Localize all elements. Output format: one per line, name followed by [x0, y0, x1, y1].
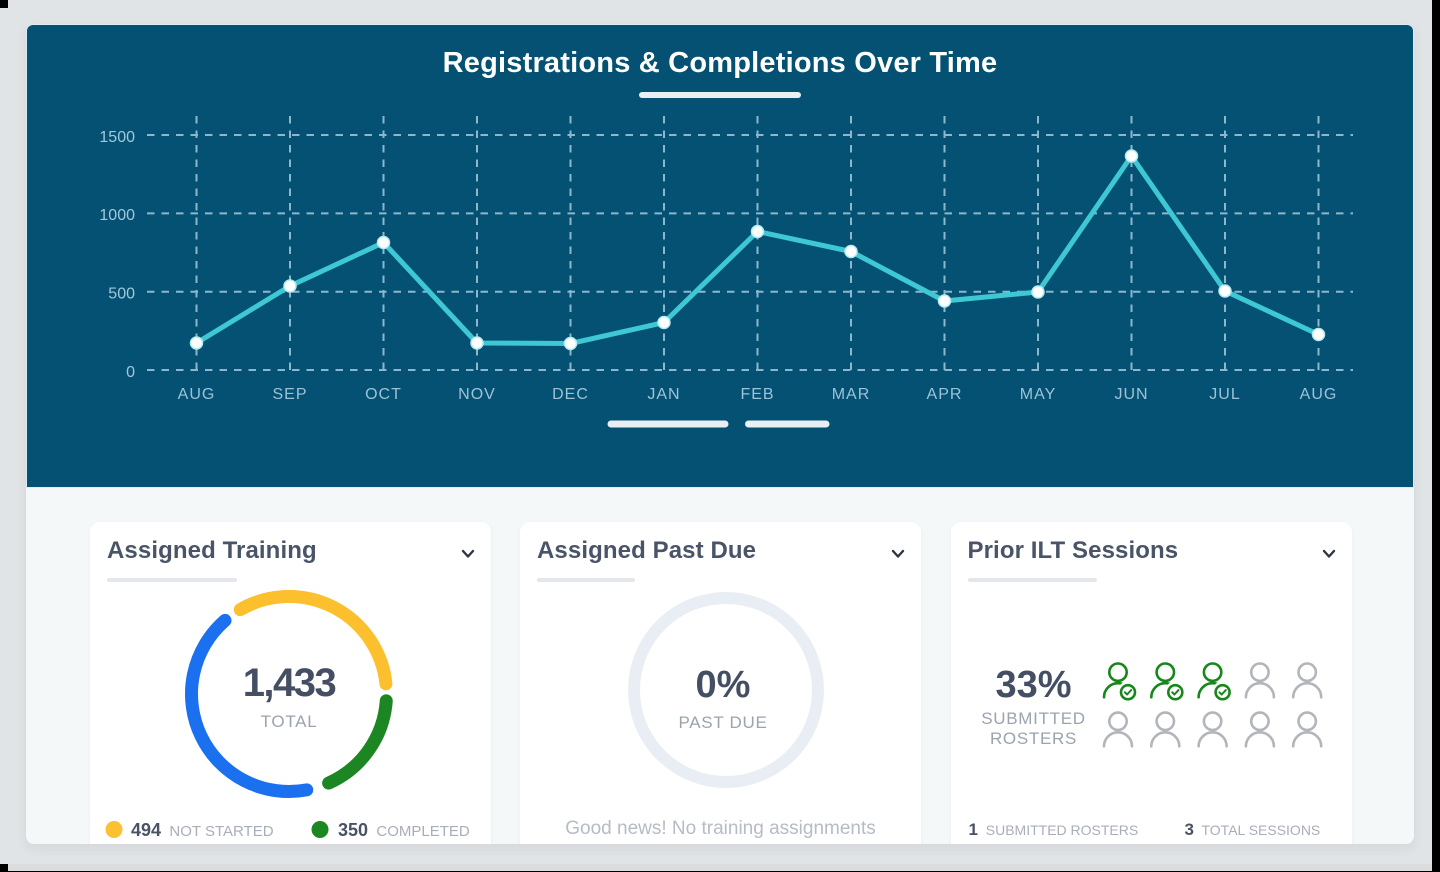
- svg-text:MAR: MAR: [832, 386, 871, 403]
- svg-text:MAY: MAY: [1020, 386, 1056, 403]
- svg-text:OCT: OCT: [365, 386, 402, 403]
- svg-text:AUG: AUG: [178, 386, 216, 403]
- svg-text:FEB: FEB: [740, 386, 774, 403]
- svg-text:JUL: JUL: [1209, 386, 1240, 403]
- svg-text:1500: 1500: [99, 129, 135, 146]
- svg-text:APR: APR: [927, 386, 963, 403]
- svg-text:AUG: AUG: [1300, 386, 1338, 403]
- svg-text:500: 500: [108, 286, 135, 303]
- svg-text:0: 0: [126, 364, 135, 381]
- svg-text:1000: 1000: [99, 207, 135, 224]
- svg-text:DEC: DEC: [552, 386, 589, 403]
- svg-text:JAN: JAN: [647, 386, 680, 403]
- svg-text:NOV: NOV: [458, 386, 496, 403]
- svg-text:SEP: SEP: [272, 386, 307, 403]
- svg-text:JUN: JUN: [1114, 386, 1148, 403]
